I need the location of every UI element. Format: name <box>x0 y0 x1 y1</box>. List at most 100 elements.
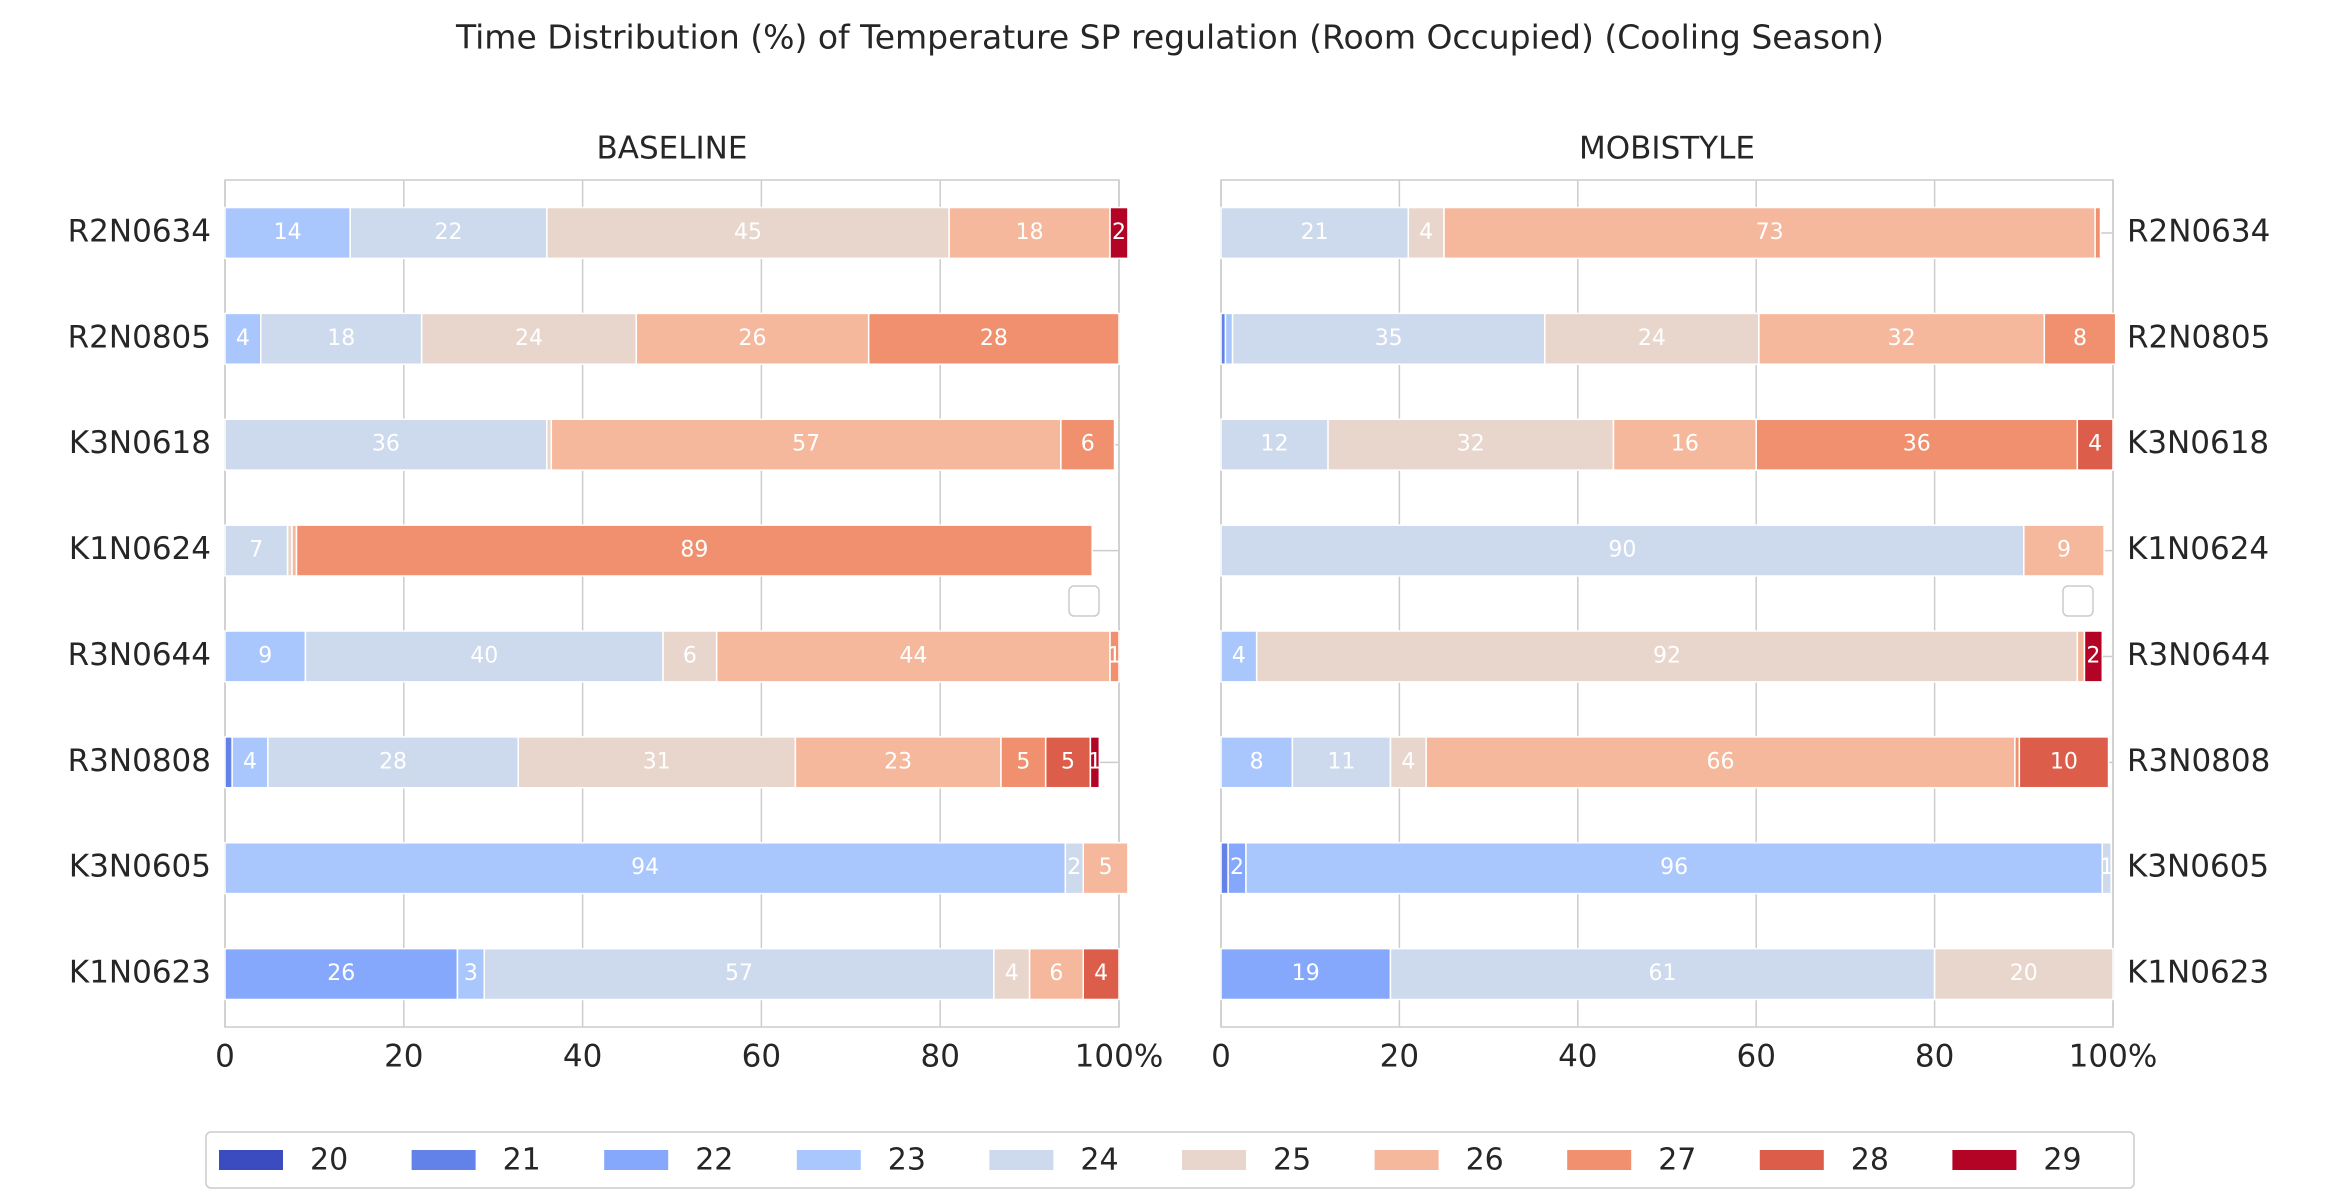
value-label: 10 <box>2050 749 2078 774</box>
value-label: 45 <box>734 220 762 245</box>
x-tick-label: 100% <box>1075 1039 1164 1075</box>
bar-segment <box>420 312 637 365</box>
bar-segment <box>517 736 797 789</box>
value-label: 23 <box>884 749 912 774</box>
subplot-title: MOBISTYLE <box>1579 131 1755 167</box>
value-label: 21 <box>1301 220 1329 245</box>
bar-segment <box>867 312 1120 365</box>
bar-segment <box>295 524 1093 577</box>
value-label: 4 <box>1419 220 1433 245</box>
bar-segment <box>662 630 718 683</box>
value-label: 4 <box>1401 749 1415 774</box>
value-label: 4 <box>1005 961 1019 986</box>
legend-label: 27 <box>1658 1143 1696 1178</box>
bar-segment <box>1220 842 1229 895</box>
legend-label: 29 <box>2043 1143 2081 1178</box>
x-tick-label: 60 <box>742 1039 781 1075</box>
y-tick-label: R3N0644 <box>2127 637 2270 673</box>
value-label: 5 <box>1099 855 1113 880</box>
value-label: 89 <box>680 538 708 563</box>
value-label: 57 <box>792 432 820 457</box>
y-tick-label: R2N0805 <box>68 319 211 355</box>
value-label: 32 <box>1888 326 1916 351</box>
y-tick-label: K3N0605 <box>2127 849 2269 885</box>
value-label: 96 <box>1660 855 1688 880</box>
bar-segment <box>1082 947 1120 1001</box>
value-label: 4 <box>2088 432 2102 457</box>
bar-segment <box>349 206 548 260</box>
value-label: 36 <box>1903 432 1931 457</box>
bar-segment <box>2076 630 2086 683</box>
value-label: 40 <box>470 643 498 668</box>
chart-title: Time Distribution (%) of Temperature SP … <box>455 18 1884 57</box>
value-label: 66 <box>1707 749 1735 774</box>
bar-segment <box>2023 524 2105 577</box>
bar-segment <box>2018 736 2110 789</box>
bar-segment <box>1231 312 1546 365</box>
bar-segment <box>1060 418 1116 471</box>
value-label: 14 <box>274 220 302 245</box>
bar-segment <box>2076 418 2114 471</box>
legend-swatch <box>1182 1150 1246 1170</box>
value-label: 20 <box>2010 961 2038 986</box>
value-label: 28 <box>980 326 1008 351</box>
y-tick-label: R2N0634 <box>68 213 211 249</box>
value-label: 2 <box>2086 643 2100 668</box>
value-label: 19 <box>1292 961 1320 986</box>
bar-segment <box>1109 206 1129 260</box>
legend-label: 23 <box>888 1143 926 1178</box>
value-label: 61 <box>1649 961 1677 986</box>
value-label: 36 <box>372 432 400 457</box>
bar-segment <box>224 736 233 789</box>
bar-segment <box>1933 947 2114 1001</box>
value-label: 28 <box>379 749 407 774</box>
value-label: 26 <box>738 326 766 351</box>
value-label: 5 <box>1061 749 1075 774</box>
bar-segment <box>1327 418 1615 471</box>
value-label: 1 <box>1108 643 1122 668</box>
value-label: 22 <box>435 220 463 245</box>
legend-swatch <box>1567 1150 1632 1170</box>
value-label: 4 <box>243 749 257 774</box>
y-tick-label: K1N0623 <box>69 955 211 991</box>
value-label: 12 <box>1261 432 1289 457</box>
value-label: 90 <box>1608 538 1636 563</box>
bar-segment <box>1755 418 2079 471</box>
bar-segment <box>948 206 1111 260</box>
bar-segment <box>1612 418 1757 471</box>
bar-segment <box>2094 206 2102 260</box>
value-label: 9 <box>258 643 272 668</box>
legend-box <box>205 1131 2135 1189</box>
value-label: 6 <box>683 643 697 668</box>
y-tick-label: K1N0624 <box>2127 531 2269 567</box>
bar-segment <box>550 418 1062 471</box>
bar-segment <box>1220 736 1294 789</box>
y-tick-label: R2N0805 <box>2127 319 2270 355</box>
bar-segment <box>1544 312 1760 365</box>
bar-segment <box>2043 312 2117 365</box>
empty-legend <box>1068 585 1100 617</box>
plot-frame <box>1220 179 2114 1028</box>
legend-label: 24 <box>1080 1143 1118 1178</box>
bar-segment <box>1389 736 1427 789</box>
bar-segment <box>1291 736 1392 789</box>
x-tick-label: 40 <box>563 1039 602 1075</box>
legend-swatch <box>1759 1150 1824 1170</box>
x-tick-label: 0 <box>1211 1039 1231 1075</box>
y-tick-label: K1N0623 <box>2127 955 2269 991</box>
x-tick-label: 20 <box>1380 1039 1419 1075</box>
y-tick-label: K1N0624 <box>69 531 211 567</box>
y-tick-label: K3N0605 <box>69 849 211 885</box>
bar-segment <box>993 947 1031 1001</box>
value-label: 11 <box>1327 749 1355 774</box>
empty-legend <box>2062 585 2094 617</box>
x-tick-label: 60 <box>1736 1039 1775 1075</box>
value-label: 18 <box>1016 220 1044 245</box>
y-tick-label: R3N0808 <box>68 743 211 779</box>
y-tick-label: R2N0634 <box>2127 213 2270 249</box>
value-label: 5 <box>1016 749 1030 774</box>
legend-label: 28 <box>1851 1143 1889 1178</box>
bar-segment <box>224 842 1067 895</box>
